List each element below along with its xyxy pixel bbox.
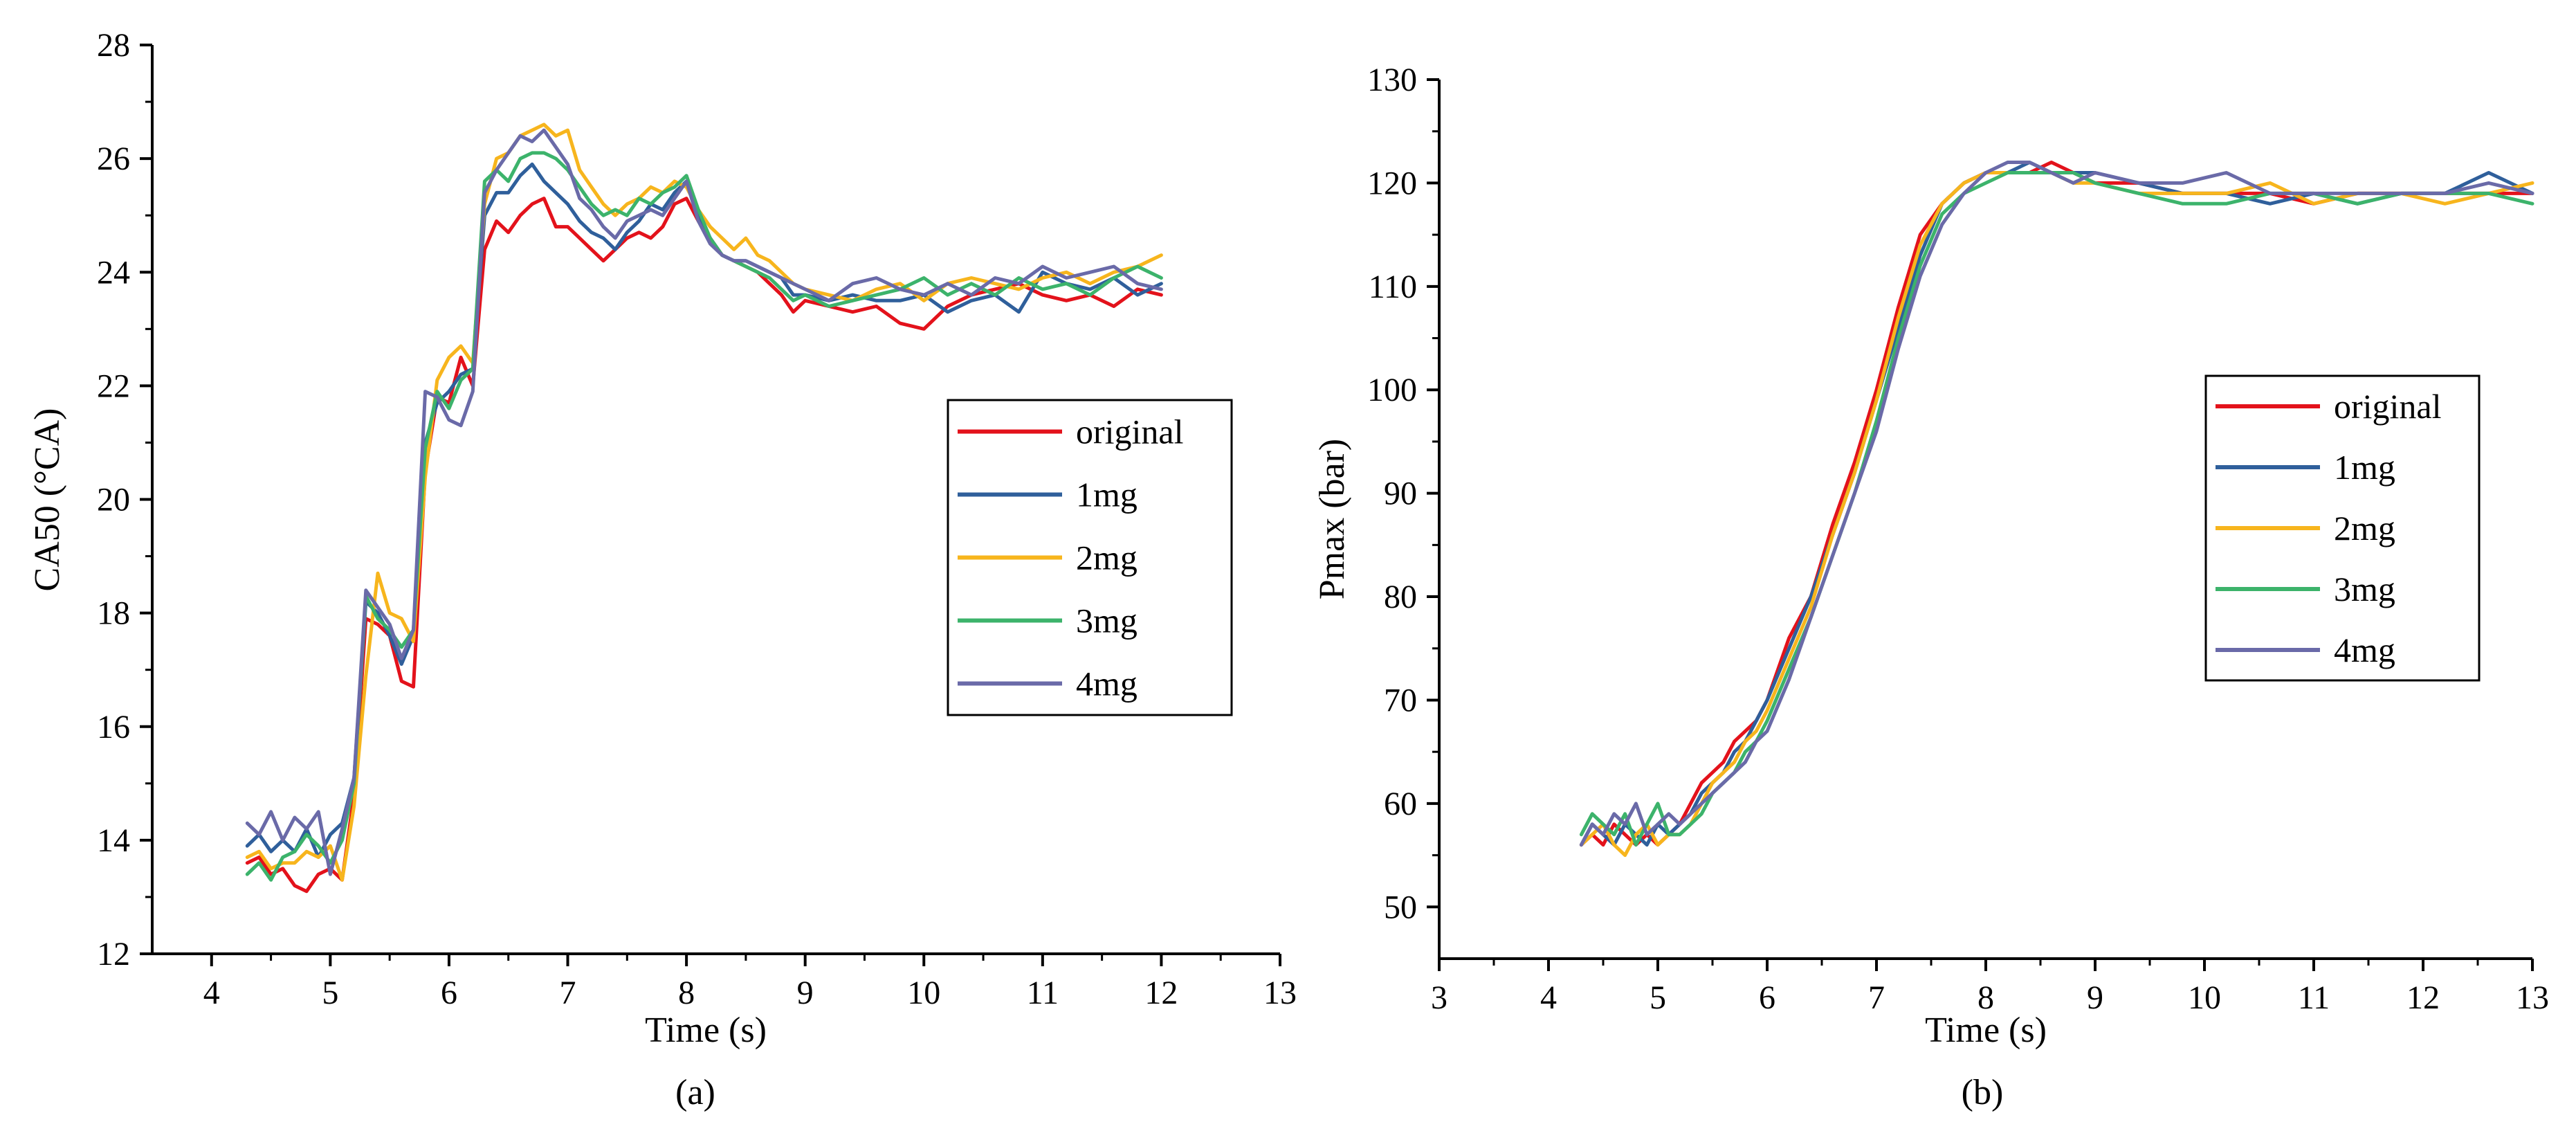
legend-b: original 1mg 2mg 3mg 4mg (2204, 374, 2481, 682)
panel-caption-b: (b) (1962, 1073, 2004, 1112)
x-tick-label-b: 10 (2188, 979, 2221, 1016)
legend-label-1mg-a: 1mg (1076, 476, 1138, 514)
x-axis-title-a: Time (s) (645, 1011, 767, 1050)
legend-label-1mg-b: 1mg (2334, 448, 2395, 487)
legend-label-4mg-b: 4mg (2334, 631, 2395, 669)
legend-label-3mg-a: 3mg (1076, 601, 1138, 640)
y-tick-label-a: 16 (97, 709, 130, 745)
x-tick-label-b: 8 (1977, 979, 1994, 1016)
y-tick-label-b: 90 (1384, 476, 1417, 512)
x-tick-label-a: 9 (797, 975, 814, 1011)
y-tick-label-a: 24 (97, 254, 130, 291)
x-tick-label-b: 3 (1431, 979, 1447, 1016)
y-tick-label-a: 28 (97, 27, 130, 64)
legend-label-original-b: original (2334, 387, 2442, 426)
y-tick-label-b: 100 (1367, 372, 1417, 408)
x-tick-label-b: 4 (1540, 979, 1557, 1016)
x-tick-label-a: 13 (1263, 975, 1297, 1011)
legend-label-4mg-a: 4mg (1076, 664, 1138, 703)
y-tick-label-b: 110 (1369, 269, 1417, 305)
x-tick-label-b: 12 (2406, 979, 2440, 1016)
y-tick-label-a: 14 (97, 822, 130, 859)
y-tick-label-a: 22 (97, 368, 130, 404)
x-tick-label-a: 4 (203, 975, 220, 1011)
y-axis-title-a: CA50 (°CA) (28, 408, 67, 592)
y-tick-label-a: 18 (97, 595, 130, 632)
legend-label-2mg-b: 2mg (2334, 509, 2395, 548)
series-line-2mg-a (245, 123, 1163, 882)
y-axis-title-b: Pmax (bar) (1313, 439, 1352, 599)
y-tick-label-b: 50 (1384, 889, 1417, 925)
x-tick-label-b: 5 (1650, 979, 1666, 1016)
legend-label-original-a: original (1076, 413, 1184, 451)
series-line-4mg-b (1579, 161, 2534, 847)
series-layer-b (1579, 161, 2534, 858)
ticks-a: 4 5 6 7 8 9 10 11 12 13 12 14 16 18 20 22 24 26 28 (97, 27, 1297, 1011)
y-tick-label-a: 20 (97, 482, 130, 518)
series-line-3mg-a (245, 151, 1163, 882)
y-tick-label-a: 26 (97, 141, 130, 177)
chart-panel-a: 4 5 6 7 8 9 10 11 12 13 12 14 16 18 20 22 24 26 28 Time (s… (28, 27, 1297, 1112)
x-tick-label-b: 13 (2516, 979, 2549, 1016)
legend-label-2mg-a: 2mg (1076, 539, 1138, 577)
series-layer-a (245, 123, 1163, 894)
panel-caption-a: (a) (675, 1073, 715, 1112)
x-tick-label-a: 5 (322, 975, 338, 1011)
y-tick-label-b: 80 (1384, 579, 1417, 615)
x-tick-label-b: 11 (2298, 979, 2330, 1016)
x-tick-label-a: 12 (1144, 975, 1178, 1011)
x-tick-label-a: 7 (560, 975, 576, 1011)
series-line-4mg-a (245, 128, 1163, 876)
x-tick-label-a: 8 (678, 975, 695, 1011)
x-tick-label-a: 6 (441, 975, 457, 1011)
x-tick-label-a: 11 (1027, 975, 1059, 1011)
legend-a: original 1mg 2mg 3mg 4mg (947, 399, 1233, 716)
x-tick-label-a: 10 (907, 975, 940, 1011)
x-tick-label-b: 6 (1759, 979, 1775, 1016)
y-tick-label-b: 60 (1384, 786, 1417, 822)
x-tick-label-b: 7 (1868, 979, 1885, 1016)
legend-label-3mg-b: 3mg (2334, 570, 2395, 608)
y-tick-label-a: 12 (97, 936, 130, 972)
series-line-2mg-b (1579, 171, 2534, 858)
ticks-b: 3 4 5 6 7 8 9 10 11 12 13 50 60 70 80 90 100 110 120 130 (1367, 62, 2549, 1016)
y-tick-label-b: 70 (1384, 682, 1417, 718)
y-tick-label-b: 120 (1367, 165, 1417, 201)
x-axis-title-b: Time (s) (1925, 1011, 2047, 1050)
y-tick-label-b: 130 (1367, 62, 1417, 98)
chart-panel-b: 3 4 5 6 7 8 9 10 11 12 13 50 60 70 80 90 100 110 120 130 Ti… (1313, 62, 2549, 1112)
x-tick-label-b: 9 (2087, 979, 2103, 1016)
